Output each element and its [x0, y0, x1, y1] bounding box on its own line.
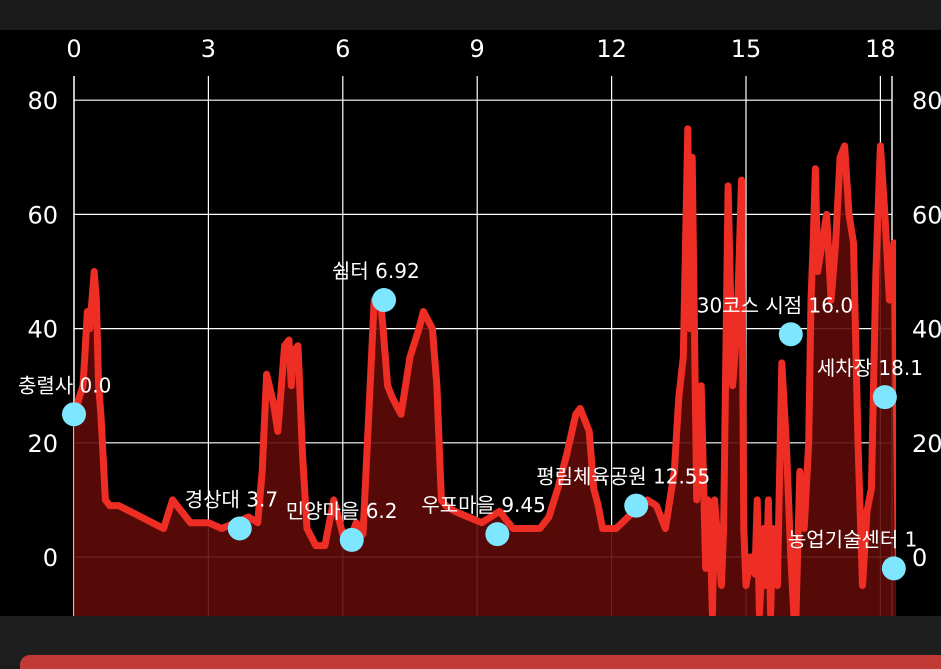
waypoint-label: 평림체육공원 12.55	[536, 465, 710, 489]
waypoint-marker[interactable]	[624, 493, 649, 518]
y-tick-label-left: 0	[43, 544, 58, 572]
elevation-chart: 0 3 6 9 12 15 18 0 0 20 20 40 40 60 60 80 80 충렬사 0.0 경상대 …	[0, 30, 941, 616]
y-tick-label-right: 40	[912, 316, 941, 344]
y-tick-label-right: 60	[912, 201, 941, 229]
waypoint-label: 세차장 18.1	[817, 356, 923, 380]
waypoint-label: 30코스 시점 16.0	[697, 293, 853, 317]
waypoint-marker[interactable]	[227, 516, 252, 541]
y-tick-label-left: 20	[27, 430, 58, 458]
waypoint-marker[interactable]	[339, 527, 364, 552]
y-tick-label-left: 60	[27, 201, 58, 229]
x-tick-label: 3	[201, 35, 216, 63]
x-tick-label: 12	[596, 35, 627, 63]
x-tick-label: 0	[66, 35, 81, 63]
x-tick-label: 9	[470, 35, 485, 63]
waypoint-markers: 충렬사 0.0 경상대 3.7 민양마을 6.2 쉼터 6.92 우포마을 9.45 평림…	[18, 259, 923, 581]
y-tick-label-right: 20	[912, 430, 941, 458]
elevation-area	[70, 125, 896, 616]
waypoint-label: 경상대 3.7	[185, 487, 278, 511]
waypoint-marker[interactable]	[872, 385, 897, 410]
waypoint-marker[interactable]	[778, 322, 803, 347]
waypoint-marker[interactable]	[881, 556, 906, 581]
waypoint-label: 우포마을 9.45	[421, 493, 546, 517]
waypoint-label: 농업기술센터 1	[788, 527, 917, 551]
x-tick-label: 15	[731, 35, 762, 63]
axis-ticks: 0 3 6 9 12 15 18 0 0 20 20 40 40 60 60 80 80	[27, 35, 941, 572]
x-tick-label: 18	[865, 35, 896, 63]
y-tick-label-left: 80	[27, 87, 58, 115]
x-tick-label: 6	[335, 35, 350, 63]
elevation-line	[70, 125, 896, 616]
elevation-fill	[74, 128, 896, 616]
waypoint-marker[interactable]	[372, 288, 397, 313]
waypoint-label: 쉼터 6.92	[332, 259, 420, 283]
y-tick-label-right: 80	[912, 87, 941, 115]
y-tick-label-right: 0	[912, 544, 927, 572]
top-bar	[0, 0, 941, 30]
waypoint-marker[interactable]	[62, 402, 86, 427]
waypoint-label: 충렬사 0.0	[18, 373, 111, 397]
waypoint-marker[interactable]	[485, 522, 510, 547]
y-tick-label-left: 40	[27, 316, 58, 344]
waypoint-label: 민양마을 6.2	[286, 499, 398, 523]
bottom-action-bar[interactable]	[20, 655, 941, 669]
